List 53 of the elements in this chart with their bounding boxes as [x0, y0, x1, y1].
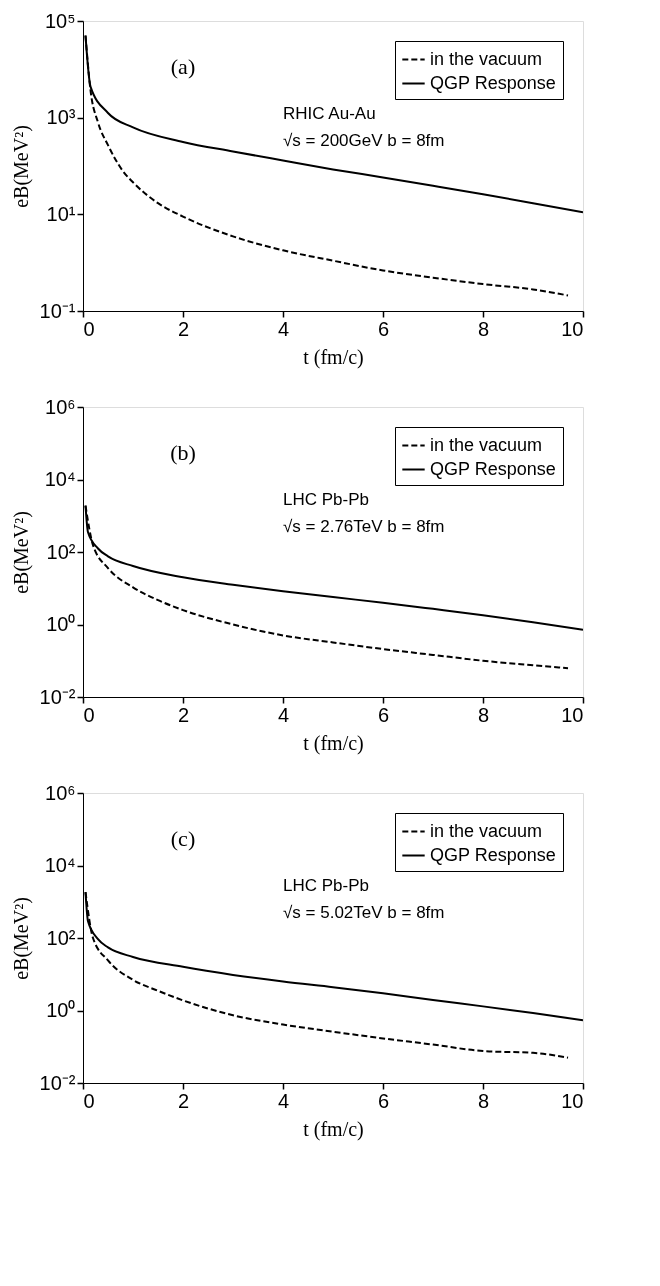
- x-axis-title: t (fm/c): [303, 731, 364, 755]
- annotation: (a): [170, 54, 196, 80]
- y-tick-label: 10⁻²: [39, 1071, 76, 1094]
- y-axis-title: eB(MeV²): [9, 897, 33, 980]
- y-tick-label: 10⁻²: [39, 685, 76, 708]
- x-tick-label: 8: [477, 1089, 490, 1112]
- annotation: (c): [170, 826, 196, 852]
- legend-label: QGP Response: [430, 72, 556, 93]
- x-axis-title: t (fm/c): [303, 345, 364, 369]
- annotation: LHC Pb-Pb: [283, 489, 369, 509]
- annotation: √s = 2.76TeV b = 8fm: [283, 516, 445, 536]
- x-tick-label: 6: [377, 317, 390, 340]
- y-tick-label: 10⁴: [44, 854, 76, 876]
- x-tick-label: 2: [177, 317, 190, 340]
- legend-label: QGP Response: [430, 844, 556, 865]
- y-tick-label: 10²: [46, 540, 76, 563]
- x-tick-label: 6: [377, 1089, 390, 1112]
- y-tick-label: 10²: [46, 926, 76, 949]
- y-axis-title: eB(MeV²): [9, 511, 33, 594]
- y-tick-label: 10⁰: [46, 999, 76, 1021]
- legend-label: in the vacuum: [430, 434, 543, 455]
- x-tick-label: 6: [377, 703, 390, 726]
- y-tick-label: 10⁴: [44, 468, 76, 490]
- x-tick-label: 4: [277, 703, 290, 726]
- x-axis-title: t (fm/c): [303, 1117, 364, 1141]
- y-tick-label: 10⁶: [45, 395, 76, 418]
- legend-label: in the vacuum: [430, 48, 543, 69]
- y-tick-label: 10¹: [46, 202, 76, 225]
- y-axis-title: eB(MeV²): [9, 125, 33, 208]
- x-tick-label: 8: [477, 317, 490, 340]
- x-tick-label: 2: [177, 1089, 190, 1112]
- annotation: (b): [170, 440, 196, 466]
- x-tick-label: 10: [561, 703, 584, 726]
- x-tick-label: 8: [477, 703, 490, 726]
- x-tick-label: 4: [277, 1089, 290, 1112]
- y-tick-label: 10⁰: [46, 613, 76, 635]
- x-tick-label: 0: [83, 317, 95, 340]
- annotation: √s = 5.02TeV b = 8fm: [283, 902, 445, 922]
- annotation: LHC Pb-Pb: [283, 875, 369, 895]
- x-tick-label: 10: [561, 1089, 584, 1112]
- y-tick-label: 10⁵: [44, 9, 76, 32]
- y-tick-label: 10⁻¹: [39, 299, 76, 322]
- x-tick-label: 0: [83, 703, 95, 726]
- x-tick-label: 4: [277, 317, 290, 340]
- y-tick-label: 10⁶: [45, 781, 76, 804]
- x-tick-label: 2: [177, 703, 190, 726]
- y-tick-label: 10³: [46, 106, 76, 129]
- legend-label: QGP Response: [430, 458, 556, 479]
- annotation: √s = 200GeV b = 8fm: [283, 130, 445, 150]
- annotation: RHIC Au-Au: [283, 103, 376, 123]
- x-tick-label: 0: [83, 1089, 95, 1112]
- x-tick-label: 10: [561, 317, 584, 340]
- legend-label: in the vacuum: [430, 820, 543, 841]
